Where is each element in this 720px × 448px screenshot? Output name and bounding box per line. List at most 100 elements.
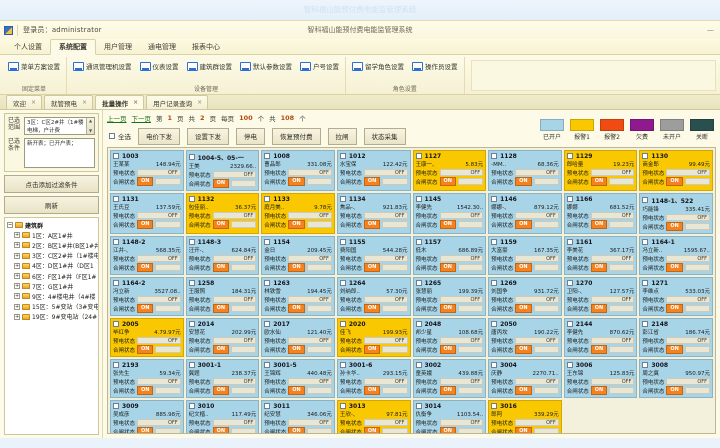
meter-cell[interactable]: 1148-2 江井-、 568.35元 预电状态 OFF 合闸状态 ON [110, 236, 184, 275]
tab-user-management[interactable]: 用户管理 [104, 43, 132, 51]
checkbox-icon[interactable] [491, 280, 498, 286]
checkbox-icon[interactable] [188, 280, 195, 286]
close-icon[interactable]: × [31, 99, 37, 106]
meter-grid-container[interactable]: 1003 王某某 148.94元 预电状态 OFF 合闸状态 ON 1004-5、05-一 王美… [107, 147, 716, 434]
meter-cell[interactable]: 1148-3 汪开-、 624.84元 预电状态 OFF 合闸状态 ON [185, 236, 260, 275]
checkbox-icon[interactable] [113, 280, 119, 286]
close-icon[interactable]: × [197, 99, 203, 106]
checkbox-icon[interactable] [188, 154, 195, 160]
meter-cell[interactable]: 1269 刘国争 931.72元 预电状态 OFF 合闸状态 ON [488, 277, 562, 316]
checkbox-icon[interactable] [339, 362, 346, 368]
meter-cell[interactable]: 1270 卫阳-、 127.57元 预电状态 OFF 合闸状态 ON [563, 277, 638, 316]
checkbox-icon[interactable] [188, 403, 195, 409]
checkbox-icon[interactable] [491, 153, 498, 159]
ribbon-item-operator-settings[interactable]: 操作员设置 [409, 60, 461, 72]
meter-cell[interactable]: 1012 水宝保 122.42元 预电状态 OFF 合闸状态 ON [336, 150, 411, 191]
expand-icon[interactable]: + [14, 303, 20, 310]
checkbox-icon[interactable] [415, 239, 422, 245]
meter-cell[interactable]: 1263 林铁雪 194.45元 预电状态 OFF 合闸状态 ON [261, 277, 335, 316]
expand-icon[interactable]: − [7, 222, 13, 229]
meter-cell[interactable]: 2020 佳飞 199.93元 预电状态 OFF 合闸状态 ON [336, 318, 411, 357]
checkbox-icon[interactable] [415, 196, 422, 202]
ribbon-item-menu-scheme-settings[interactable]: 菜单方案设置 [5, 60, 63, 72]
checkbox-icon[interactable] [415, 362, 422, 368]
meter-cell[interactable]: 1145 李健先 1542.30.. 预电状态 OFF 合闸状态 ON [412, 193, 487, 234]
meter-cell[interactable]: 1265 张慧丽 199.39元 预电状态 OFF 合闸状态 ON [412, 277, 487, 316]
checkbox-icon[interactable] [566, 196, 573, 202]
tab-power-management[interactable]: 通电管理 [148, 43, 176, 51]
meter-cell[interactable]: 3001-5 王锦辉 440.48元 预电状态 OFF 合闸状态 ON [261, 359, 335, 398]
meter-cell[interactable]: 1264 刘纳郎.. 57.30元 预电状态 OFF 合闸状态 ON [336, 277, 411, 316]
tree-root-node[interactable]: − 建筑群 [6, 220, 97, 230]
meter-cell[interactable]: 2014 安慧花 202.99元 预电状态 OFF 合闸状态 ON [185, 318, 260, 357]
meter-cell[interactable]: 1258 王服照 184.31元 预电状态 OFF 合闸状态 ON [185, 277, 260, 316]
checkbox-icon[interactable] [415, 280, 422, 286]
refresh-button[interactable]: 刷新 [4, 196, 99, 214]
meter-cell[interactable]: 1166 娜娜 681.52元 预电状态 OFF 合闸状态 ON [563, 193, 638, 234]
meter-cell[interactable]: 2017 欧水仙 121.40元 预电状态 OFF 合闸状态 ON [261, 318, 335, 357]
tree-node-zone-9[interactable]: + 9区：4#楼电井（4#楼 [6, 291, 97, 301]
collect-status-button[interactable]: 状态采集 [363, 127, 406, 145]
expand-icon[interactable]: + [14, 242, 20, 249]
meter-cell[interactable]: 1004-5、05-一 王美 2329.66.. 预电状态 OFF 合闸状态 ON [185, 150, 260, 191]
meter-cell[interactable]: 1148-1、522 巧能锋 335.41元 预电状态 OFF 合闸状态 ON [639, 193, 713, 234]
expand-icon[interactable]: + [14, 283, 20, 290]
checkbox-icon[interactable] [339, 153, 346, 159]
tree-node-zone-4[interactable]: + 4区：D区1#井（D区1 [6, 261, 97, 271]
meter-cell[interactable]: 3006 王东锦 125.83元 预电状态 OFF 合闸状态 ON [563, 359, 638, 398]
checkbox-icon[interactable] [188, 196, 195, 202]
ribbon-item-default-params-settings[interactable]: 默认参数设置 [237, 60, 295, 72]
condition-textarea[interactable]: 新开表；已开户表； [24, 138, 95, 168]
checkbox-icon[interactable] [491, 362, 498, 368]
checkbox-icon[interactable] [264, 403, 271, 409]
meter-cell[interactable]: 2193 张先生 59.34元 预电状态 OFF 合闸状态 ON [110, 359, 184, 398]
meter-cell[interactable]: 1157 低木 686.89元 预电状态 OFF 合闸状态 ON [412, 236, 487, 275]
checkbox-icon[interactable] [491, 321, 498, 327]
ribbon-item-account-number-settings[interactable]: 户号设置 [297, 60, 342, 72]
checkbox-icon[interactable] [642, 321, 649, 327]
doctab-welcome[interactable]: 欢迎 × [6, 95, 43, 109]
checkbox-icon[interactable] [113, 196, 119, 202]
checkbox-icon[interactable] [339, 280, 346, 286]
tree-node-zone-19[interactable]: + 19区：9#变电站（24# [6, 312, 97, 322]
checkbox-icon[interactable] [415, 403, 422, 409]
tree-node-zone-3[interactable]: + 3区：C区2#井（1#楼电 [6, 251, 98, 261]
meter-cell[interactable]: 1155 费阳国 544.28元 预电状态 OFF 合闸状态 ON [336, 236, 411, 275]
checkbox-icon[interactable] [491, 403, 498, 409]
checkbox-icon[interactable] [415, 321, 422, 327]
meter-cell[interactable]: 1161 李美花 367.17元 预电状态 OFF 合闸状态 ON [563, 236, 638, 275]
checkbox-icon[interactable] [642, 153, 649, 159]
checkbox-icon[interactable] [339, 403, 346, 409]
expand-icon[interactable]: + [14, 293, 20, 300]
checkbox-icon[interactable] [264, 321, 271, 327]
meter-cell[interactable]: 1134 焦品-、 921.83元 预电状态 OFF 合闸状态 ON [336, 193, 411, 234]
checkbox-icon[interactable] [566, 153, 573, 159]
meter-cell[interactable]: 1159 大富豪 167.35元 预电状态 OFF 合闸状态 ON [488, 236, 562, 275]
checkbox-icon[interactable] [113, 153, 119, 159]
meter-cell[interactable]: 1128 -MM.. 68.36元 预电状态 OFF 合闸状态 ON [488, 150, 562, 191]
checkbox-icon[interactable] [642, 239, 649, 245]
select-all-checkbox[interactable]: 全选 [109, 131, 131, 141]
checkbox-icon[interactable] [566, 362, 573, 368]
meter-cell[interactable]: 3002 童英娥 439.88元 预电状态 OFF 合闸状态 ON [412, 359, 487, 398]
tree-node-zone-15[interactable]: + 15区：5#变站（3#变电 [6, 302, 98, 312]
tab-personal-settings[interactable]: 个人设置 [14, 43, 42, 51]
checkbox-icon[interactable] [109, 133, 115, 139]
power-off-button[interactable]: 停电 [236, 127, 265, 145]
tree-node-zone-6[interactable]: + 6区：F区1#井（F区1# [6, 271, 97, 281]
next-page-link[interactable]: 下一页 [131, 115, 152, 123]
checkbox-icon[interactable] [113, 239, 119, 245]
doctab-batch-operation[interactable]: 批量操作 × [95, 95, 145, 109]
ribbon-item-student-role-settings[interactable]: 留学角色设置 [349, 60, 407, 72]
meter-cell[interactable]: 2144 李健先 870.62元 预电状态 OFF 合闸状态 ON [563, 318, 638, 357]
checkbox-icon[interactable] [113, 321, 119, 327]
meter-cell[interactable]: 3008 周之冀 950.97元 预电状态 OFF 合闸状态 ON [639, 359, 713, 398]
expand-icon[interactable]: + [14, 313, 20, 320]
checkbox-icon[interactable] [642, 280, 649, 286]
checkbox-icon[interactable] [566, 239, 573, 245]
building-tree[interactable]: − 建筑群 + 1区：A区1#井 + 2区：B区1#井(B区1#井) [4, 217, 99, 435]
checkbox-icon[interactable] [264, 280, 271, 286]
checkbox-icon[interactable] [264, 239, 271, 245]
minimize-button[interactable]: — [707, 26, 714, 34]
meter-cell[interactable]: 2048 邦少星 108.68元 预电状态 OFF 合闸状态 ON [412, 318, 487, 357]
